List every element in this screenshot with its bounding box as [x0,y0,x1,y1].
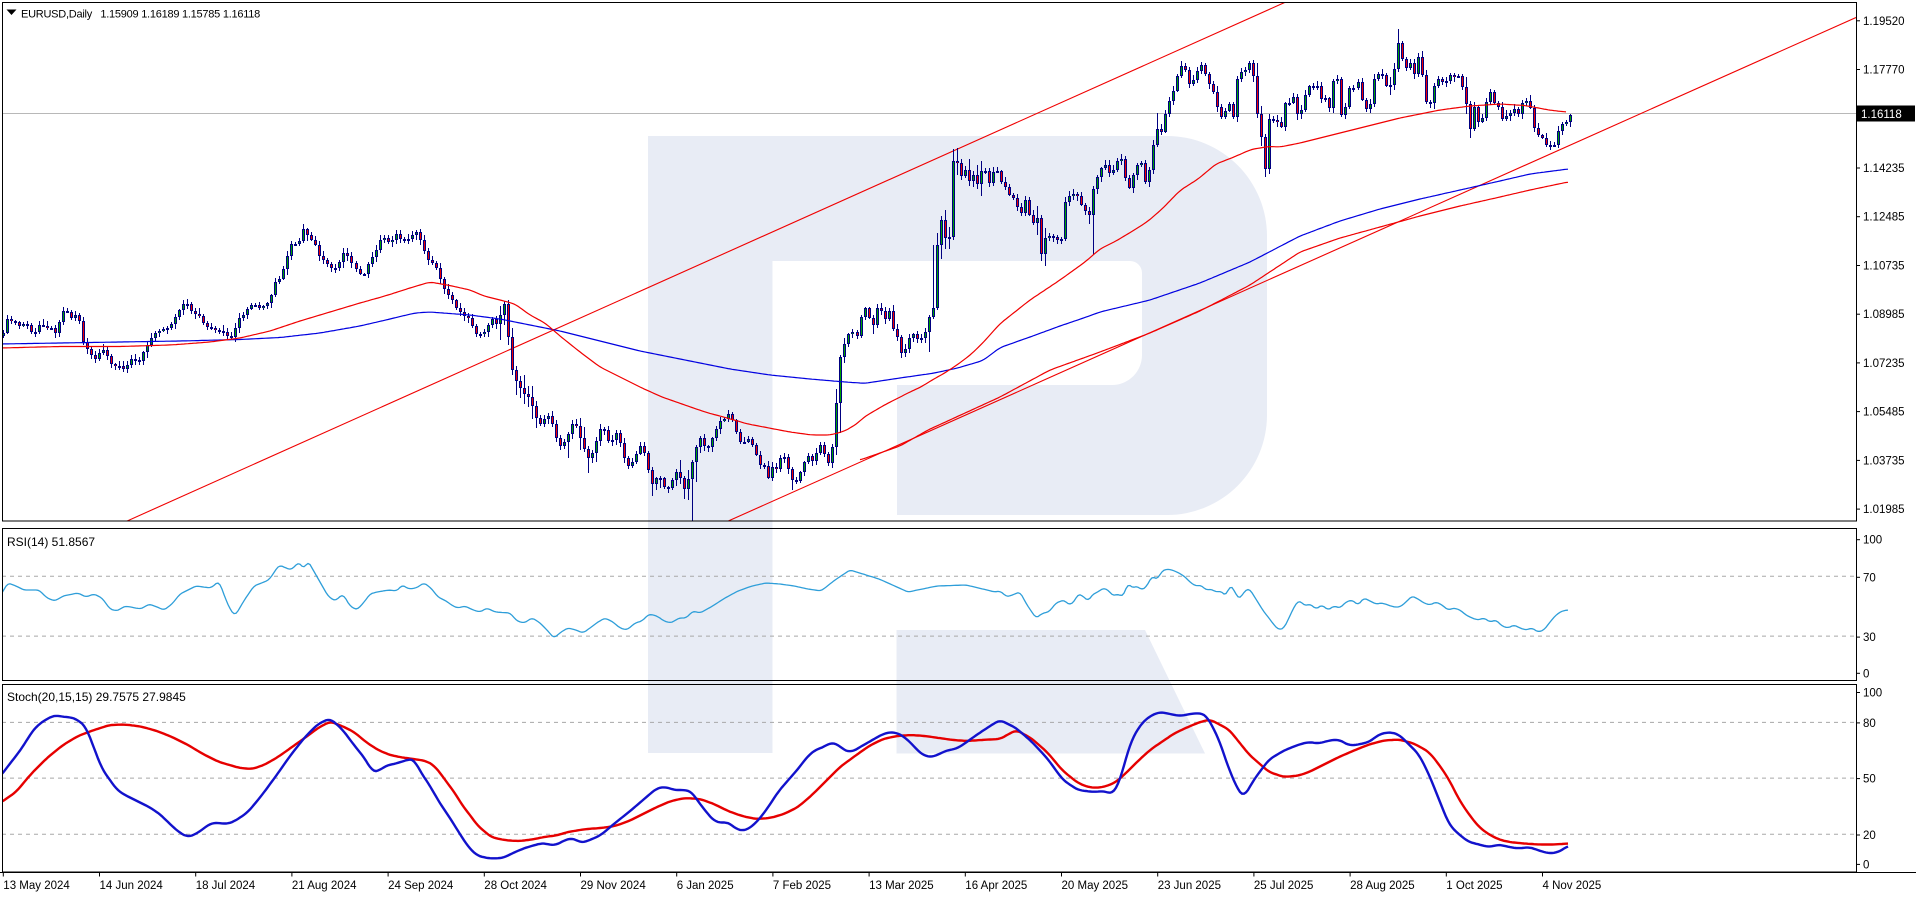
svg-text:EURUSD,Daily 1.15909 1.16189: EURUSD,Daily 1.15909 1.16189 1.15785 1.1… [21,9,260,21]
svg-text:7 Feb 2025: 7 Feb 2025 [773,880,831,892]
svg-text:14 Jun 2024: 14 Jun 2024 [100,880,164,892]
svg-text:1.08985: 1.08985 [1863,309,1905,321]
svg-text:1.14235: 1.14235 [1863,163,1905,175]
svg-text:1.12485: 1.12485 [1863,212,1905,224]
svg-text:6 Jan 2025: 6 Jan 2025 [677,880,734,892]
svg-text:100: 100 [1863,535,1882,547]
svg-text:RSI(14) 51.8567: RSI(14) 51.8567 [7,535,95,549]
svg-text:0: 0 [1863,859,1869,871]
svg-text:13 Mar 2025: 13 Mar 2025 [869,880,934,892]
svg-text:16 Apr 2025: 16 Apr 2025 [965,880,1027,892]
svg-text:28 Oct 2024: 28 Oct 2024 [484,880,547,892]
svg-text:18 Jul 2024: 18 Jul 2024 [196,880,256,892]
svg-text:1.10735: 1.10735 [1863,261,1905,273]
svg-text:1.19520: 1.19520 [1863,16,1905,28]
svg-text:25 Jul 2025: 25 Jul 2025 [1254,880,1313,892]
svg-text:1.16118: 1.16118 [1861,109,1902,121]
svg-text:4 Nov 2025: 4 Nov 2025 [1543,880,1602,892]
svg-text:30: 30 [1863,632,1876,644]
svg-text:1.01985: 1.01985 [1863,504,1905,516]
svg-text:70: 70 [1863,572,1876,584]
svg-text:1.03735: 1.03735 [1863,455,1905,467]
svg-text:23 Jun 2025: 23 Jun 2025 [1158,880,1221,892]
svg-text:1.05485: 1.05485 [1863,407,1905,419]
svg-text:20 May 2025: 20 May 2025 [1062,880,1129,892]
svg-text:21 Aug 2024: 21 Aug 2024 [292,880,357,892]
svg-text:29 Nov 2024: 29 Nov 2024 [581,880,647,892]
svg-text:50: 50 [1863,774,1876,786]
svg-text:1.07235: 1.07235 [1863,358,1905,370]
svg-text:28 Aug 2025: 28 Aug 2025 [1350,880,1415,892]
svg-text:Stoch(20,15,15) 29.7575 27.984: Stoch(20,15,15) 29.7575 27.9845 [7,690,186,704]
svg-text:80: 80 [1863,718,1876,730]
svg-text:0: 0 [1863,668,1869,680]
svg-text:1.17770: 1.17770 [1863,65,1905,77]
svg-text:100: 100 [1863,688,1882,700]
svg-text:24 Sep 2024: 24 Sep 2024 [388,880,454,892]
svg-text:20: 20 [1863,830,1876,842]
svg-text:1 Oct 2025: 1 Oct 2025 [1446,880,1502,892]
svg-text:13 May 2024: 13 May 2024 [3,880,70,892]
